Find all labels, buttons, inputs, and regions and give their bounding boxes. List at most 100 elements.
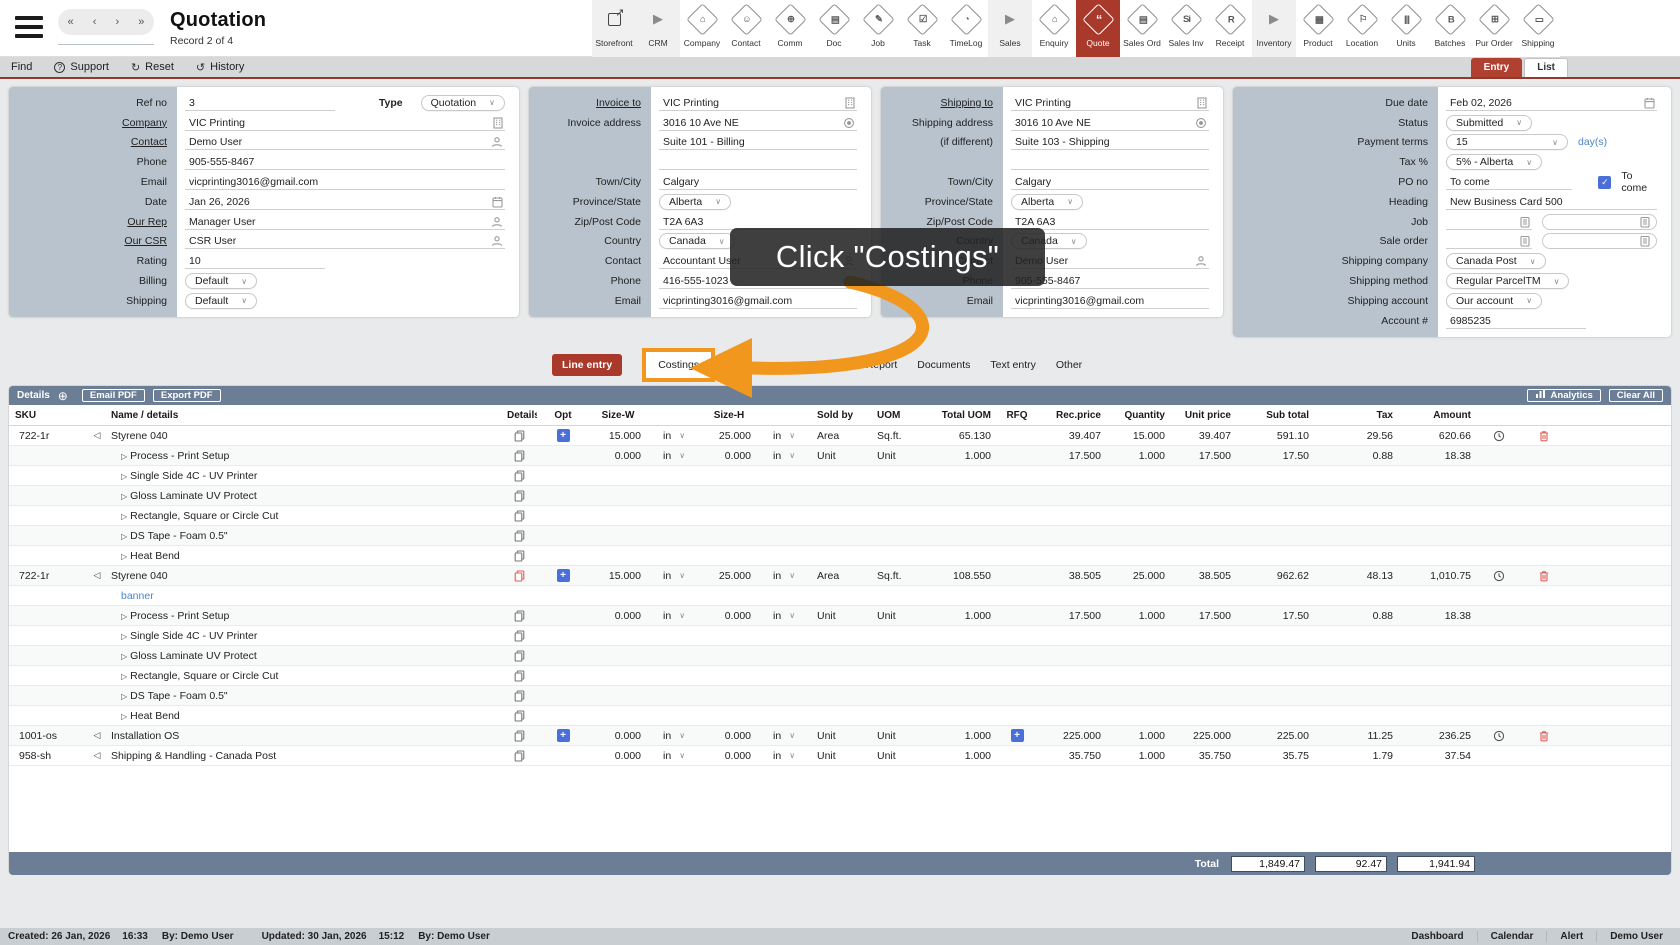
field-contact[interactable]: Demo User: [185, 134, 505, 151]
field-shipping-address[interactable]: 3016 10 Ave NE: [1011, 115, 1209, 131]
view-tab-entry[interactable]: Entry: [1470, 58, 1523, 77]
toolbar-item-location[interactable]: ⚐ Location: [1340, 0, 1384, 57]
history-clock-icon[interactable]: [1477, 730, 1521, 742]
copy-icon[interactable]: [501, 629, 537, 642]
sub-total-value[interactable]: 225.00: [1276, 729, 1309, 742]
copy-icon[interactable]: [501, 609, 537, 622]
toolbar-item-doc[interactable]: ▤ Doc: [812, 0, 856, 57]
total-uom-value[interactable]: 1.000: [964, 449, 991, 462]
field-job-no[interactable]: [1446, 214, 1532, 230]
unit-select[interactable]: in ∨: [653, 750, 695, 762]
history-clock-icon[interactable]: [1477, 570, 1521, 582]
tab-production-report[interactable]: Production Report: [812, 359, 898, 371]
field-invoice-to[interactable]: VIC Printing: [659, 95, 857, 111]
tax-value[interactable]: 0.88: [1372, 449, 1393, 462]
field-field[interactable]: [1011, 154, 1209, 171]
size-h-input[interactable]: 0.000: [724, 749, 751, 762]
tax-value[interactable]: 0.88: [1372, 609, 1393, 622]
total-uom-value[interactable]: 1.000: [964, 609, 991, 622]
copy-icon[interactable]: [501, 509, 537, 522]
select-shipping-method[interactable]: Regular ParcelTM ∨: [1446, 273, 1570, 290]
amount-value[interactable]: 37.54: [1444, 749, 1471, 762]
field-email[interactable]: vicprinting3016@gmail.com: [1011, 293, 1209, 309]
opt-add-button[interactable]: +: [556, 729, 570, 742]
toolbar-item-product[interactable]: ▦ Product: [1296, 0, 1340, 57]
sub-total-value[interactable]: 35.75: [1282, 749, 1309, 762]
select-shipping[interactable]: Default ∨: [185, 292, 258, 309]
rec-price-value[interactable]: 17.500: [1068, 609, 1101, 622]
unit-price-input[interactable]: 39.407: [1198, 429, 1231, 442]
field-sale-order-no[interactable]: [1446, 233, 1532, 250]
toolbar-item-quote[interactable]: “Quote: [1076, 0, 1120, 57]
unit-price-input[interactable]: 17.500: [1198, 609, 1231, 622]
expand-toggle-icon[interactable]: ◁: [93, 750, 101, 760]
tab-other[interactable]: Other: [1055, 359, 1083, 371]
sub-total-value[interactable]: 962.62: [1276, 569, 1309, 582]
toolbar-item-sales-ord[interactable]: ▤ Sales Ord: [1120, 0, 1164, 57]
quantity-input[interactable]: 25.000: [1132, 569, 1165, 582]
field-heading[interactable]: New Business Card 500: [1446, 194, 1657, 210]
label-our-rep[interactable]: Our Rep: [127, 215, 167, 228]
tab-line-entry[interactable]: Line entry: [552, 354, 623, 376]
total-uom-value[interactable]: 65.130: [958, 429, 991, 442]
tab-costings[interactable]: Costings: [642, 348, 716, 382]
select-status[interactable]: Submitted ∨: [1446, 114, 1533, 131]
copy-icon[interactable]: [501, 429, 537, 442]
rec-price-value[interactable]: 17.500: [1068, 449, 1101, 462]
field-email[interactable]: vicprinting3016@gmail.com: [659, 293, 857, 309]
unit-select[interactable]: in ∨: [763, 730, 805, 742]
toolbar-item-shipping[interactable]: ▭ Shipping: [1516, 0, 1560, 57]
select-province-state[interactable]: Alberta ∨: [659, 193, 732, 210]
field-our-rep[interactable]: Manager User: [185, 214, 505, 230]
unit-select[interactable]: in ∨: [763, 750, 805, 762]
unit-select[interactable]: in ∨: [763, 450, 805, 462]
rfq-add-button[interactable]: +: [1010, 729, 1024, 742]
toolbar-item-contact[interactable]: ☺ Contact: [724, 0, 768, 57]
field-po-no[interactable]: To come: [1446, 174, 1573, 191]
unit-select[interactable]: in ∨: [653, 430, 695, 442]
toolbar-item-enquiry[interactable]: ⌂ Enquiry: [1032, 0, 1076, 57]
toolbar-item-inventory[interactable]: ▶ Inventory: [1252, 0, 1296, 57]
field-our-csr[interactable]: CSR User: [185, 233, 505, 250]
amount-value[interactable]: 18.38: [1444, 609, 1471, 622]
tax-value[interactable]: 1.79: [1372, 749, 1393, 762]
unit-select[interactable]: in ∨: [763, 430, 805, 442]
size-w-input[interactable]: 15.000: [608, 429, 641, 442]
tab-wo[interactable]: Wo: [735, 359, 751, 371]
nav-last-icon[interactable]: »: [138, 16, 145, 28]
copy-icon[interactable]: [501, 649, 537, 662]
toolbar-item-comm[interactable]: ⊕ Comm: [768, 0, 812, 57]
field-phone[interactable]: 905-555-8467: [185, 154, 505, 171]
view-tab-list[interactable]: List: [1524, 58, 1568, 77]
size-h-input[interactable]: 25.000: [718, 569, 751, 582]
menu-item-history[interactable]: ↺ History: [185, 57, 255, 77]
select-tax[interactable]: 5% - Alberta ∨: [1446, 154, 1543, 171]
unit-select[interactable]: in ∨: [653, 610, 695, 622]
copy-icon[interactable]: [501, 729, 537, 742]
field-shipping-to[interactable]: VIC Printing: [1011, 95, 1209, 111]
amount-value[interactable]: 236.25: [1438, 729, 1471, 742]
field-sale-order-ref[interactable]: [1542, 233, 1657, 250]
rec-price-value[interactable]: 39.407: [1068, 429, 1101, 442]
field-town-city[interactable]: Calgary: [1011, 174, 1209, 191]
toolbar-item-sales[interactable]: ▶ Sales: [988, 0, 1032, 57]
total-uom-value[interactable]: 108.550: [953, 569, 991, 582]
select-shipping-company[interactable]: Canada Post ∨: [1446, 253, 1546, 270]
toolbar-item-pur-order[interactable]: ⊞ Pur Order: [1472, 0, 1516, 57]
expand-toggle-icon[interactable]: ◁: [93, 430, 101, 440]
delete-row-icon[interactable]: [1521, 430, 1567, 442]
clear-all-button[interactable]: Clear All: [1608, 389, 1663, 402]
copy-icon[interactable]: [501, 709, 537, 722]
toolbar-item-job[interactable]: ✎ Job: [856, 0, 900, 57]
unit-price-input[interactable]: 17.500: [1198, 449, 1231, 462]
menu-item-support[interactable]: ? Support: [43, 57, 120, 77]
select-country[interactable]: Canada ∨: [659, 233, 735, 250]
copy-icon[interactable]: [501, 669, 537, 682]
field-field[interactable]: Suite 101 - Billing: [659, 134, 857, 151]
label-invoice-to[interactable]: Invoice to: [596, 96, 641, 109]
quantity-input[interactable]: 1.000: [1138, 609, 1165, 622]
nav-next-icon[interactable]: ›: [115, 16, 120, 28]
total-uom-value[interactable]: 1.000: [964, 729, 991, 742]
size-w-input[interactable]: 0.000: [614, 609, 641, 622]
toolbar-item-units[interactable]: ||| Units: [1384, 0, 1428, 57]
